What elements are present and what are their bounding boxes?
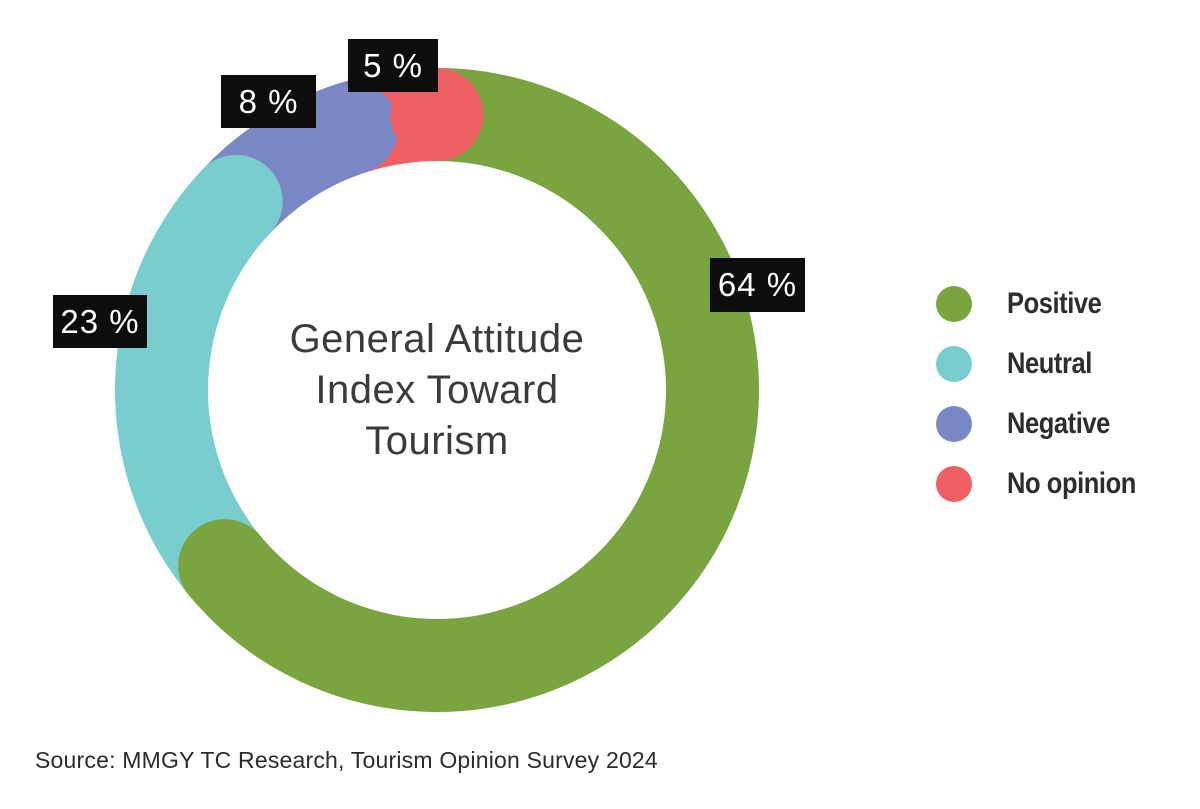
legend-label-negative: Negative xyxy=(1007,407,1110,440)
legend-item-positive: Positive xyxy=(936,286,1159,322)
source-attribution: Source: MMGY TC Research, Tourism Opinio… xyxy=(35,747,658,773)
chart-title-line: Tourism xyxy=(365,419,509,463)
chart-title-line: General Attitude xyxy=(289,317,585,361)
donut-cap-neutral xyxy=(189,154,283,248)
donut-cap-positive xyxy=(178,519,272,613)
callout-neutral-value: 23 % xyxy=(53,295,147,348)
legend-item-negative: Negative xyxy=(936,406,1159,442)
legend-dot-positive-icon xyxy=(936,286,972,322)
legend-label-no-opinion: No opinion xyxy=(1007,467,1136,500)
legend-dot-no-opinion-icon xyxy=(936,466,972,502)
legend-item-no-opinion: No opinion xyxy=(936,466,1159,502)
legend: Positive Neutral Negative No opinion xyxy=(936,286,1159,526)
donut-segment-neutral xyxy=(115,169,271,596)
donut-segment-positive xyxy=(188,68,759,712)
legend-dot-neutral-icon xyxy=(936,346,972,382)
legend-item-neutral: Neutral xyxy=(936,346,1159,382)
chart-title-line: Index Toward xyxy=(315,368,559,412)
legend-dot-negative-icon xyxy=(936,406,972,442)
donut-cap-negative xyxy=(305,81,399,175)
callout-no-opinion-value: 5 % xyxy=(348,39,438,92)
chart-title: General Attitude Index Toward Tourism xyxy=(217,314,657,467)
legend-label-neutral: Neutral xyxy=(1007,347,1092,380)
callout-negative-value: 8 % xyxy=(221,75,316,128)
legend-label-positive: Positive xyxy=(1007,287,1102,320)
callout-positive-value: 64 % xyxy=(710,258,805,312)
